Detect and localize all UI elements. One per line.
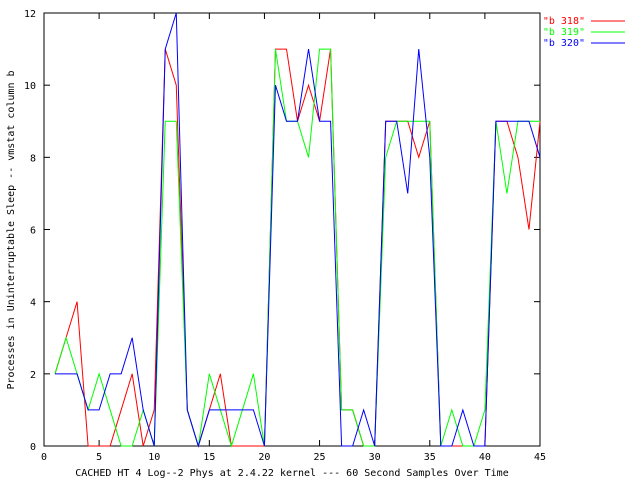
x-tick-label: 10 — [148, 452, 160, 463]
series-line-1 — [54, 48, 541, 448]
y-tick-label: 8 — [30, 153, 36, 164]
legend-label-3: "b 320" — [543, 38, 585, 49]
plot-frame — [43, 12, 541, 447]
y-tick-label: 0 — [30, 442, 36, 453]
x-tick-label: 35 — [424, 452, 436, 463]
x-tick-label: 45 — [534, 452, 546, 463]
y-tick-label: 10 — [24, 81, 36, 92]
series-line-3 — [55, 12, 541, 448]
x-axis: 0 5 10 15 20 25 30 35 40 45 — [41, 13, 546, 463]
x-tick-label: 5 — [96, 452, 102, 463]
y-tick-label: 2 — [30, 370, 36, 381]
y-tick-label: 6 — [30, 226, 36, 237]
x-axis-label: CACHED HT 4 Log--2 Phys at 2.4.22 kernel… — [75, 468, 508, 479]
legend-label-2: "b 319" — [543, 27, 585, 38]
series-group — [54, 12, 541, 448]
y-axis: 0 2 4 6 8 10 12 — [24, 9, 540, 453]
x-tick-label: 0 — [41, 452, 47, 463]
x-tick-label: 30 — [369, 452, 381, 463]
y-axis-label: Processes in Uninterruptable Sleep -- vm… — [6, 70, 17, 389]
x-tick-label: 40 — [479, 452, 491, 463]
legend-label-1: "b 318" — [543, 16, 585, 27]
legend: "b 318""b 319""b 320" — [543, 16, 625, 49]
x-tick-label: 25 — [314, 452, 326, 463]
y-tick-label: 4 — [30, 298, 36, 309]
y-tick-label: 12 — [24, 9, 36, 20]
x-tick-label: 15 — [203, 452, 215, 463]
series-line-2 — [54, 48, 540, 448]
x-tick-label: 20 — [258, 452, 270, 463]
